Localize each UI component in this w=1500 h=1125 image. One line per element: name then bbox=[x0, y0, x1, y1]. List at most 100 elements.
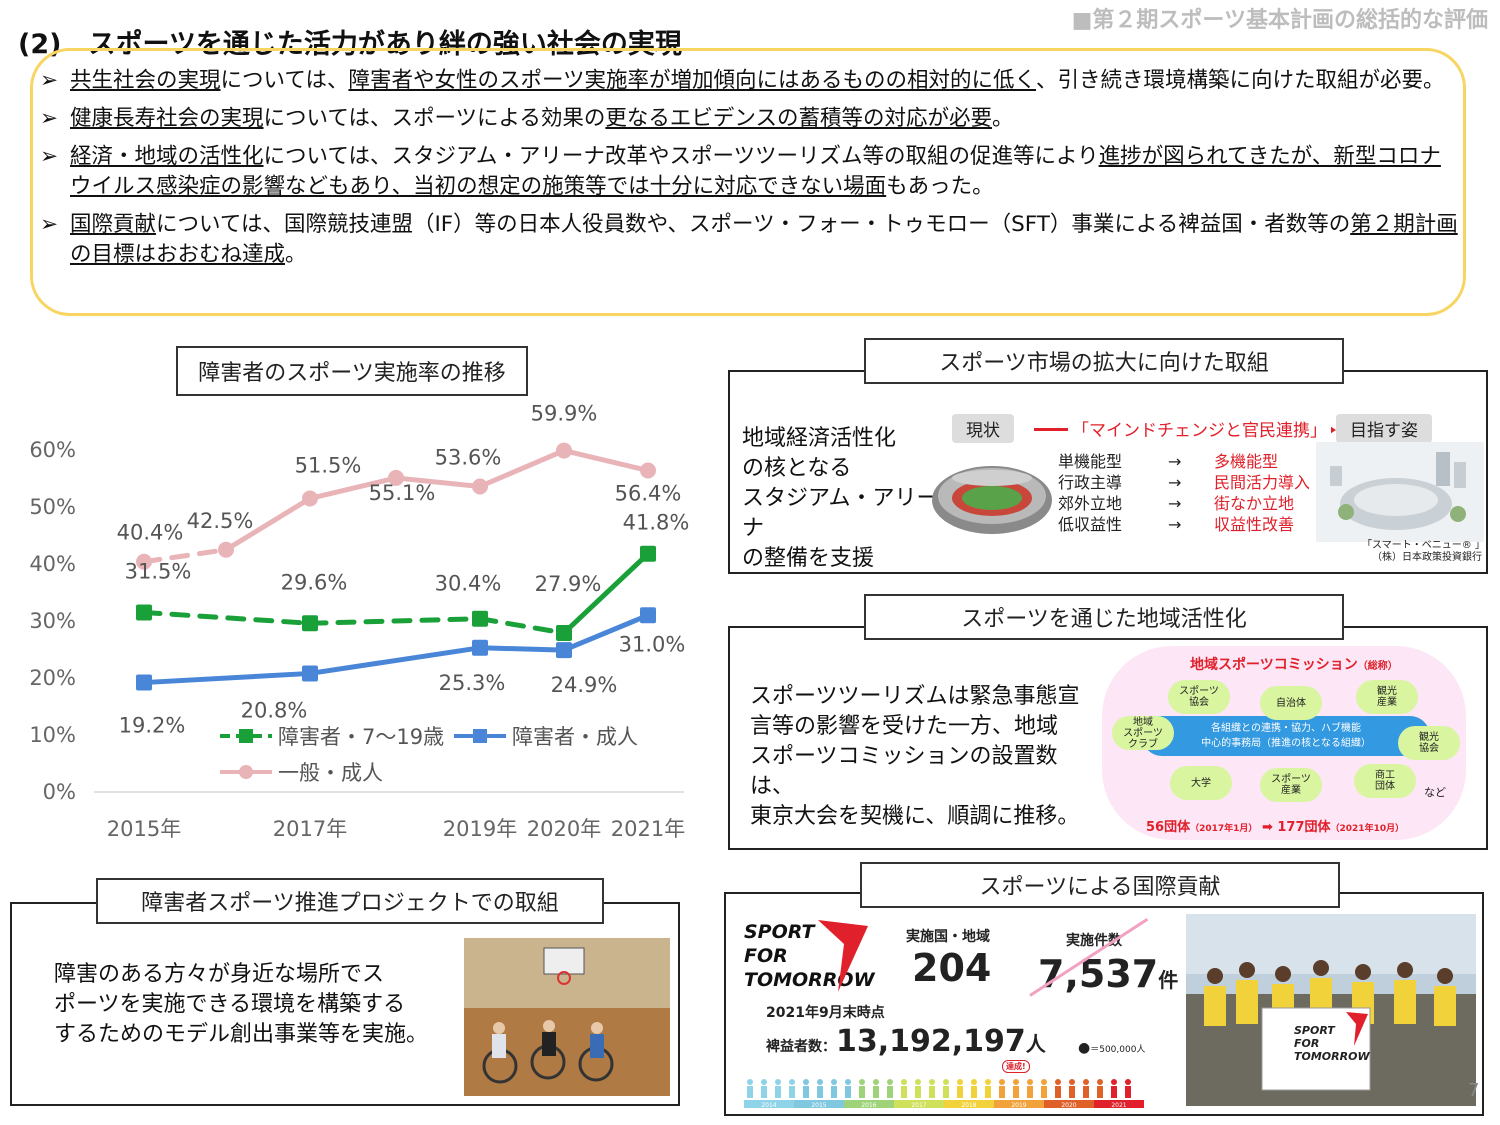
section-title: (2) スポーツを通じた活力があり絆の強い社会の実現 bbox=[18, 29, 682, 60]
countries-value: 204 bbox=[912, 946, 992, 990]
person-icon: ● bbox=[1078, 1040, 1091, 1056]
to-item: 収益性改善 bbox=[1214, 515, 1295, 534]
data-point bbox=[136, 553, 152, 570]
timeline-segment bbox=[944, 1100, 994, 1108]
wheelchair-basketball-photo bbox=[464, 938, 670, 1096]
mind-change-label: 「マインドチェンジと官民連携」 bbox=[1068, 416, 1331, 441]
summary-bullet: ➢ 国際貢献については、国際競技連盟（IF）等の日本人役員数や、スポーツ・フォー・… bbox=[40, 210, 1460, 270]
center-line: 各組織との連携・協力、ハブ機能 bbox=[1211, 723, 1361, 734]
person-icon bbox=[943, 1079, 949, 1098]
sft-event-photo bbox=[1186, 914, 1476, 1106]
data-point bbox=[136, 604, 152, 621]
data-label: 19.2% bbox=[119, 714, 186, 738]
market-text-line: の整備を支援 bbox=[742, 546, 875, 571]
bullet-segment: もあった。 bbox=[886, 174, 994, 199]
data-point bbox=[556, 642, 572, 659]
data-label: 29.6% bbox=[281, 570, 348, 594]
data-label: 40.4% bbox=[117, 521, 184, 545]
beneficiary-timeline: 2014 2015 2016 2017 2018 2019 2020 2021 bbox=[744, 1079, 1144, 1109]
person-icon bbox=[789, 1079, 795, 1098]
person-icon bbox=[929, 1079, 935, 1098]
bullet-text: 共生社会の実現については、障害者や女性のスポーツ実施率が増加傾向にはあるものの相… bbox=[70, 66, 1445, 96]
center-line: 中心的事務局（推進の核となる組織） bbox=[1201, 738, 1371, 749]
page-number: 7 bbox=[1468, 1080, 1480, 1101]
credit-line: （株）日本政策投資銀行 bbox=[1372, 552, 1482, 563]
legend-label: 障害者・成人 bbox=[512, 725, 638, 749]
region-text-line: スポーツツーリズムは緊急事態宣 bbox=[750, 684, 1080, 709]
summary-bullet: ➢ 健康長寿社会の実現については、スポーツによる効果の更なるエビデンスの蓄積等の対… bbox=[40, 104, 1460, 134]
transform-arrows: → → → → bbox=[1168, 451, 1181, 535]
smart-venue-credit: 「スマート・ベニュー® 」 （株）日本政策投資銀行 bbox=[1362, 540, 1485, 564]
bullet-arrow-icon: ➢ bbox=[40, 106, 59, 131]
person-icon bbox=[803, 1079, 809, 1098]
from-item: 単機能型 bbox=[1058, 452, 1123, 471]
series-line-segment bbox=[307, 475, 399, 501]
count-to: 177団体 bbox=[1277, 820, 1331, 835]
region-text-line: 東京大会を契機に、順調に推移。 bbox=[750, 804, 1080, 829]
commission-node: スポーツ 産業 bbox=[1260, 768, 1322, 802]
timeline-year: 2015 bbox=[811, 1102, 826, 1109]
bullet-text: 国際貢献については、国際競技連盟（IF）等の日本人役員数や、スポーツ・フォー・ト… bbox=[70, 210, 1460, 270]
banner-line: FOR bbox=[1294, 1037, 1320, 1050]
y-tick-label: 50% bbox=[29, 495, 76, 519]
timeline-segment bbox=[994, 1100, 1044, 1108]
data-point bbox=[640, 545, 656, 562]
timeline-year: 2021 bbox=[1111, 1102, 1126, 1109]
credit-line: 「スマート・ベニュー® 」 bbox=[1362, 540, 1485, 551]
timeline-segment bbox=[794, 1100, 844, 1108]
bullet-arrow-icon: ➢ bbox=[40, 68, 59, 93]
central-office: 各組織との連携・協力、ハブ機能 中心的事務局（推進の核となる組織） bbox=[1142, 716, 1430, 756]
disability-panel-text: 障害のある方々が身近な場所でス ポーツを実施できる環境を構築する するためのモデ… bbox=[54, 960, 444, 1050]
diagram-title-note: （総称） bbox=[1357, 661, 1398, 672]
person-icon bbox=[999, 1079, 1005, 1098]
y-tick-label: 40% bbox=[29, 552, 76, 576]
commission-count: 56団体（2017年1月） ➡ 177団体（2021年10月） bbox=[1146, 816, 1404, 835]
region-text-line: スポーツコミッションの設置数は、 bbox=[750, 744, 1058, 799]
person-icon bbox=[985, 1079, 991, 1098]
commission-node: 観光 協会 bbox=[1398, 726, 1460, 760]
x-tick-label: 2019年 bbox=[443, 817, 517, 841]
person-icon bbox=[901, 1079, 907, 1098]
x-tick-label: 2017年 bbox=[273, 817, 347, 841]
market-text-line: の核となる bbox=[742, 456, 852, 481]
count-from-note: （2017年1月） bbox=[1190, 824, 1258, 834]
bullet-emphasis: 第２期計画の目標はおおむね達成 bbox=[70, 212, 1458, 267]
bullet-arrow-icon: ➢ bbox=[40, 144, 59, 169]
logo-line: FOR bbox=[744, 945, 788, 967]
data-label: 31.5% bbox=[125, 559, 192, 583]
bullet-segment: については、国際競技連盟（IF）等の日本人役員数や、スポーツ・フォー・トゥモロー… bbox=[156, 212, 1351, 237]
bullet-segment: については、スポーツによる効果の bbox=[263, 106, 606, 131]
disability-text-line: 障害のある方々が身近な場所でス bbox=[54, 962, 385, 987]
x-tick-label: 2021年 bbox=[611, 817, 685, 841]
timeline-segment bbox=[844, 1100, 894, 1108]
timeline-year: 2019 bbox=[1011, 1102, 1026, 1109]
data-label: 24.9% bbox=[551, 673, 618, 697]
chart-title-text: 障害者のスポーツ実施率の推移 bbox=[198, 361, 506, 386]
y-tick-label: 60% bbox=[29, 438, 76, 462]
person-icon bbox=[817, 1079, 823, 1098]
legend-label: 一般・成人 bbox=[278, 761, 383, 785]
person-icon bbox=[1069, 1079, 1075, 1098]
countries-label: 実施国・地域 bbox=[906, 929, 990, 945]
series-line-segment bbox=[393, 475, 483, 489]
from-items: 単機能型 行政主導 郊外立地 低収益性 bbox=[1058, 451, 1122, 535]
series-line-segment bbox=[307, 616, 483, 626]
data-point bbox=[640, 462, 656, 479]
bullet-emphasis: 健康長寿社会の実現 bbox=[70, 106, 264, 131]
series-line-segment bbox=[561, 612, 651, 653]
person-icon bbox=[1055, 1079, 1061, 1098]
series-line-segment bbox=[141, 547, 229, 565]
beneficiaries-unit: 人 bbox=[1025, 1032, 1046, 1056]
data-point bbox=[302, 665, 318, 682]
document-header-tag: ■第２期スポーツ基本計画の総括的な評価 bbox=[1071, 8, 1488, 33]
banner-line: SPORT bbox=[1294, 1024, 1335, 1037]
person-icon bbox=[831, 1079, 837, 1098]
data-label: 55.1% bbox=[369, 481, 436, 505]
bullet-emphasis: 進捗が図られてきたが、新型コロナウイルス感染症の影響などもあり、当初の想定の施策… bbox=[70, 144, 1441, 199]
market-text-line: スタジアム・アリーナ bbox=[742, 486, 939, 541]
y-tick-label: 20% bbox=[29, 666, 76, 690]
sports-rate-line-chart: 0% 10% 20% 30% 40% 50% 60% 2015年 2017年 2019年 2020年… bbox=[29, 402, 689, 841]
from-item: 郊外立地 bbox=[1058, 494, 1123, 513]
data-point bbox=[388, 469, 404, 486]
data-point bbox=[472, 610, 488, 627]
